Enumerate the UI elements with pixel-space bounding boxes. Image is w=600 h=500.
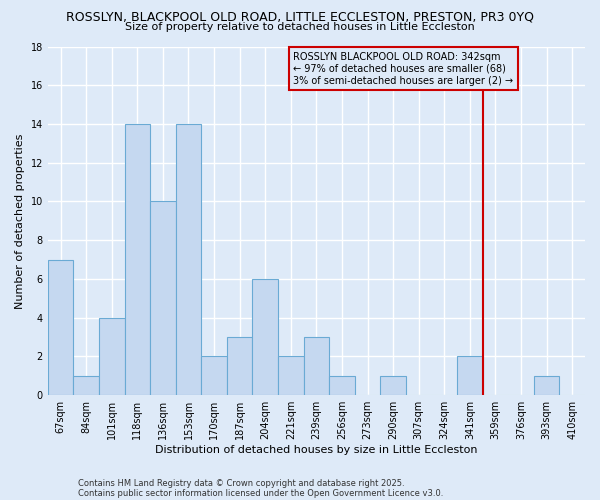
X-axis label: Distribution of detached houses by size in Little Eccleston: Distribution of detached houses by size … [155, 445, 478, 455]
Bar [534, 376, 559, 395]
Bar [150, 202, 176, 395]
Bar [329, 376, 355, 395]
Bar [176, 124, 201, 395]
Bar [99, 318, 125, 395]
Bar [125, 124, 150, 395]
Bar [304, 337, 329, 395]
Bar [253, 279, 278, 395]
Bar [73, 376, 99, 395]
Y-axis label: Number of detached properties: Number of detached properties [15, 133, 25, 308]
Text: ROSSLYN BLACKPOOL OLD ROAD: 342sqm
← 97% of detached houses are smaller (68)
3% : ROSSLYN BLACKPOOL OLD ROAD: 342sqm ← 97%… [293, 52, 514, 86]
Bar [380, 376, 406, 395]
Text: Size of property relative to detached houses in Little Eccleston: Size of property relative to detached ho… [125, 22, 475, 32]
Bar [278, 356, 304, 395]
Bar [201, 356, 227, 395]
Text: Contains public sector information licensed under the Open Government Licence v3: Contains public sector information licen… [78, 488, 443, 498]
Text: Contains HM Land Registry data © Crown copyright and database right 2025.: Contains HM Land Registry data © Crown c… [78, 478, 404, 488]
Bar [48, 260, 73, 395]
Text: ROSSLYN, BLACKPOOL OLD ROAD, LITTLE ECCLESTON, PRESTON, PR3 0YQ: ROSSLYN, BLACKPOOL OLD ROAD, LITTLE ECCL… [66, 10, 534, 23]
Bar [457, 356, 482, 395]
Bar [227, 337, 253, 395]
